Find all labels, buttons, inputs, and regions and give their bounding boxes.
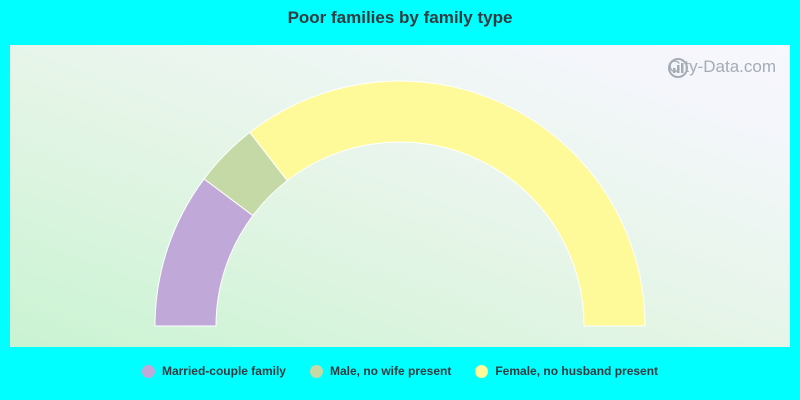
donut-segment-2 (249, 80, 646, 327)
watermark-text: City-Data.com (668, 57, 776, 76)
donut-chart (154, 80, 646, 327)
legend-item-0: Married-couple family (141, 364, 286, 378)
chart-title: Poor families by family type (287, 8, 513, 27)
watermark: City-Data.com (668, 57, 776, 78)
legend-label-2: Female, no husband present (495, 364, 659, 378)
legend-swatch-0 (141, 364, 155, 378)
legend-swatch-2 (475, 364, 489, 378)
city-data-logo-icon (668, 58, 689, 78)
legend-item-2: Female, no husband present (475, 364, 658, 378)
legend-swatch-1 (309, 364, 323, 378)
plot-area: City-Data.com (10, 45, 790, 347)
legend-label-0: Married-couple family (161, 364, 286, 378)
legend: Married-couple family Male, no wife prese… (0, 364, 800, 378)
legend-item-1: Male, no wife present (309, 364, 452, 378)
legend-label-1: Male, no wife present (329, 364, 452, 378)
